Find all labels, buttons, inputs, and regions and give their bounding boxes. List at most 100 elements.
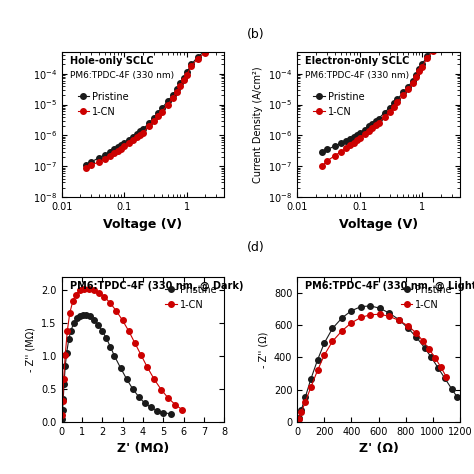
1-CN [151,118,157,124]
Pristine [154,408,160,413]
1-CN [376,120,382,126]
1-CN [59,412,65,418]
Pristine [170,92,175,98]
Pristine [80,312,86,318]
1-CN [134,135,140,140]
Y-axis label: Current Density (A/cm²): Current Density (A/cm²) [253,66,263,183]
Pristine [386,310,392,316]
1-CN [213,45,219,50]
Pristine [424,53,430,59]
Pristine [155,109,161,115]
Pristine [108,149,113,155]
Pristine [329,326,335,331]
Pristine [148,404,154,410]
1-CN [189,64,194,69]
1-CN [391,104,397,109]
1-CN [120,318,126,323]
1-CN [83,165,89,171]
Pristine [121,140,127,146]
1-CN [158,387,164,392]
1-CN [170,95,175,100]
1-CN [61,376,66,382]
Pristine [134,131,140,137]
Text: (d): (d) [247,241,265,254]
1-CN [321,352,327,358]
1-CN [195,56,201,62]
Pristine [103,335,109,341]
1-CN [396,318,401,323]
Line: 1-CN: 1-CN [59,286,185,418]
Pristine [96,155,102,161]
1-CN [178,83,183,89]
Pristine [299,407,304,413]
1-CN [366,128,372,134]
Pristine [338,141,344,146]
Pristine [367,303,373,309]
Line: Pristine: Pristine [84,43,219,168]
1-CN [358,315,364,320]
Pristine [394,96,400,102]
1-CN [96,159,102,164]
1-CN [102,156,108,162]
Pristine [59,416,65,421]
1-CN [438,364,444,370]
1-CN [118,146,124,152]
Pristine [189,62,194,67]
1-CN [140,130,146,136]
1-CN [324,158,330,164]
1-CN [181,77,186,83]
1-CN [413,74,419,80]
1-CN [343,146,349,151]
1-CN [70,299,76,304]
Pristine [302,394,308,400]
Pristine [184,70,190,75]
Pristine [195,54,201,60]
Pristine [63,363,68,369]
Pristine [136,394,142,400]
Pristine [178,80,183,86]
Pristine [89,159,94,164]
Pristine [370,121,375,127]
1-CN [138,352,144,357]
Legend: Pristine, 1-CN: Pristine, 1-CN [74,89,132,119]
1-CN [351,140,356,146]
1-CN [430,48,436,54]
1-CN [151,376,157,382]
Pristine [296,415,301,421]
1-CN [174,89,180,94]
Pristine [401,90,406,95]
Pristine [373,118,379,124]
Pristine [347,136,353,142]
Pristine [438,40,444,46]
1-CN [370,125,375,131]
1-CN [63,352,68,357]
Pristine [396,317,401,322]
Pristine [376,116,382,121]
Y-axis label: - Z'' (Ω): - Z'' (Ω) [258,331,268,367]
1-CN [73,292,79,298]
Text: PM6:TPDC-4F (330 nm, @ Light): PM6:TPDC-4F (330 nm, @ Light) [305,281,474,292]
Pristine [357,130,363,136]
Pristine [95,322,101,328]
Pristine [332,143,337,149]
Pristine [444,36,450,41]
1-CN [108,301,113,306]
1-CN [377,311,383,317]
Pristine [358,304,364,310]
Pristine [348,308,354,313]
Pristine [118,142,124,148]
Pristine [61,381,67,386]
1-CN [367,312,373,318]
1-CN [357,135,363,140]
Pristine [100,328,105,334]
Pristine [60,407,65,413]
Pristine [410,78,415,83]
Pristine [419,62,425,67]
1-CN [420,338,426,344]
1-CN [126,328,131,334]
1-CN [338,149,344,155]
1-CN [373,123,379,128]
Line: Pristine: Pristine [296,303,460,420]
Pristine [168,411,174,417]
Pristine [202,48,208,54]
